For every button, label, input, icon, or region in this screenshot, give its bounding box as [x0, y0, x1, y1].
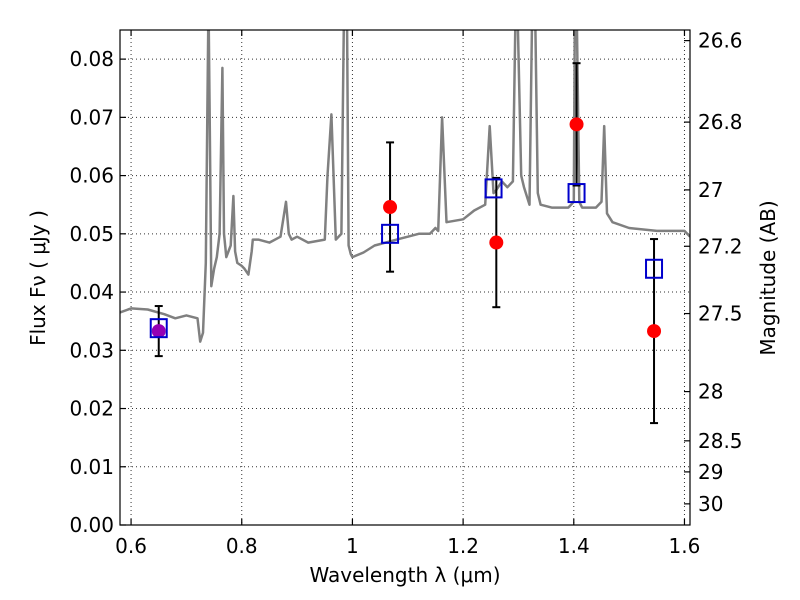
y2-tick-label: 28	[698, 380, 723, 404]
observed-point	[569, 117, 584, 132]
y2-axis-label: Magnitude (AB)	[756, 200, 780, 355]
y2-tick-label: 27	[698, 178, 723, 202]
observed-point	[647, 324, 662, 339]
x-tick-label: 0.8	[226, 534, 258, 558]
y2-tick-label: 30	[698, 492, 723, 516]
y-tick-label: 0.03	[69, 338, 114, 362]
model-photometry-box	[567, 183, 586, 204]
model-photometry-box	[149, 318, 168, 339]
x-tick-label: 0.6	[115, 534, 147, 558]
x-axis-label: Wavelength λ (μm)	[309, 563, 500, 587]
y-tick-label: 0.00	[69, 513, 114, 537]
x-tick-label: 1.6	[669, 534, 701, 558]
y-tick-label: 0.02	[69, 397, 114, 421]
observed-point	[151, 324, 166, 339]
y-tick-label: 0.04	[69, 280, 114, 304]
y-tick-labels: 0.00 0.01 0.02 0.03 0.04 0.05 0.06 0.07 0.08	[69, 47, 114, 537]
x-tick-label: 1	[346, 534, 359, 558]
y2-tick-labels: 26.6 26.8 27 27.2 27.5 28 28.5 29 30	[698, 29, 743, 516]
x-tick-label: 1.2	[447, 534, 479, 558]
y-axis-label: Flux Fν ( μJy )	[26, 210, 50, 346]
y2-tick-label: 28.5	[698, 429, 743, 453]
axis-ticks	[120, 30, 690, 526]
plot-frame	[119, 29, 691, 526]
y2-tick-label: 27.5	[698, 302, 743, 326]
y-tick-label: 0.01	[69, 455, 114, 479]
observed-point	[383, 200, 398, 215]
x-tick-label: 1.4	[558, 534, 590, 558]
y-tick-label: 0.06	[69, 164, 114, 188]
observed-points	[151, 117, 662, 339]
model-photometry-box	[381, 223, 400, 244]
model-spectrum	[120, 30, 690, 343]
model-photometry-box	[484, 178, 503, 199]
x-tick-labels: 0.6 0.8 1 1.2 1.4 1.6	[115, 534, 700, 558]
y2-tick-label: 27.2	[698, 234, 743, 258]
y2-tick-label: 29	[698, 460, 723, 484]
observed-point	[489, 235, 504, 250]
y-tick-label: 0.05	[69, 222, 114, 246]
y2-tick-label: 26.8	[698, 110, 743, 134]
y-tick-label: 0.07	[69, 105, 114, 129]
y-tick-label: 0.08	[69, 47, 114, 71]
spectrum-line	[120, 30, 690, 343]
model-photometry-box	[645, 258, 664, 279]
y2-tick-label: 26.6	[698, 29, 743, 53]
model-photometry-boxes	[149, 178, 664, 339]
